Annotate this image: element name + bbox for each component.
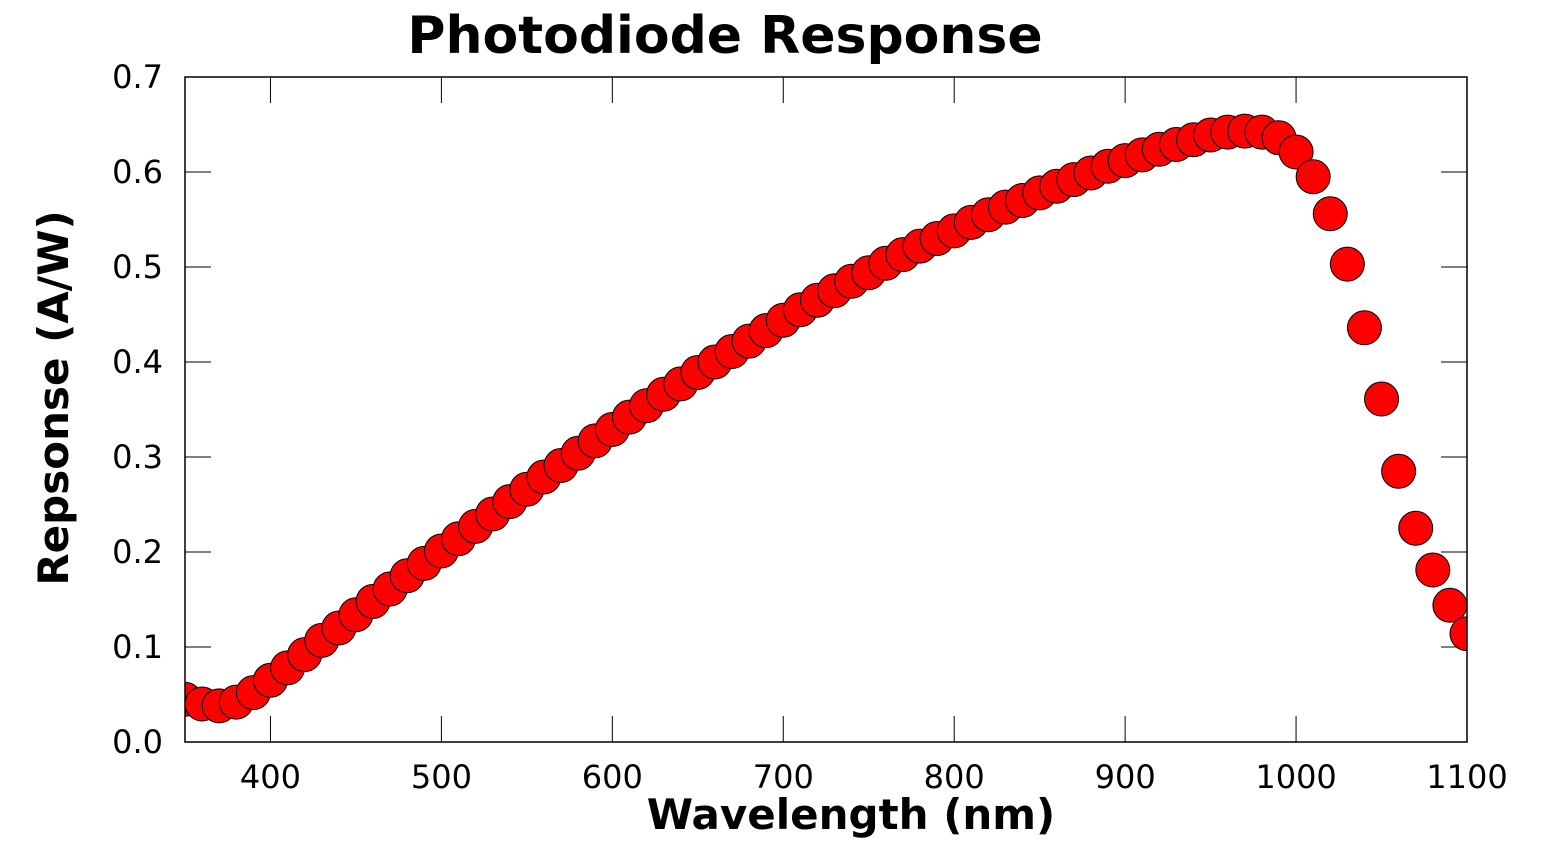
data-point-1050 — [1364, 381, 1400, 417]
x-tick-label-1000: 1000 — [1255, 758, 1336, 796]
y-tick-label-7: 0.7 — [112, 58, 163, 96]
chart-title: Photodiode Response — [407, 6, 1042, 66]
data-point-1080 — [1415, 552, 1451, 588]
x-tick-label-800: 800 — [924, 758, 985, 796]
plot-frame — [184, 76, 1468, 743]
y-tick-label-4: 0.4 — [112, 343, 163, 381]
x-tick-label-500: 500 — [411, 758, 472, 796]
data-point-1020 — [1312, 196, 1348, 232]
y-tick-label-6: 0.6 — [112, 153, 163, 191]
data-point-1060 — [1381, 453, 1417, 489]
ticks — [185, 76, 1468, 743]
data-point-1040 — [1346, 310, 1382, 346]
x-tick-label-400: 400 — [240, 758, 301, 796]
data-point-1010 — [1295, 159, 1331, 195]
x-tick-label-1100: 1100 — [1426, 758, 1507, 796]
data-points — [185, 113, 1467, 724]
y-axis-label: Repsonse (A/W) — [29, 210, 78, 585]
data-point-1070 — [1398, 510, 1434, 546]
y-tick-label-5: 0.5 — [112, 248, 163, 286]
x-tick-label-900: 900 — [1095, 758, 1156, 796]
y-tick-label-2: 0.2 — [112, 533, 163, 571]
y-tick-label-3: 0.3 — [112, 438, 163, 476]
x-tick-label-600: 600 — [582, 758, 643, 796]
x-axis-label: Wavelength (nm) — [647, 790, 1056, 839]
data-point-1030 — [1329, 246, 1365, 282]
data-point-1000 — [1278, 134, 1314, 170]
y-tick-label-0: 0.0 — [112, 723, 163, 761]
x-tick-label-700: 700 — [753, 758, 814, 796]
tick-labels: 400 500 600 700 800 900 1000 1100 0.0 0.1 0.2 0.3 0.… — [112, 58, 1508, 796]
y-tick-label-1: 0.1 — [112, 628, 163, 666]
data-point-1100 — [1449, 616, 1467, 652]
